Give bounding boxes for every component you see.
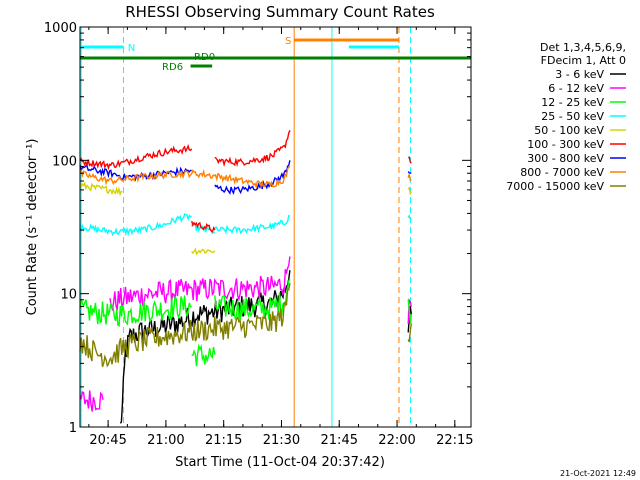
series-6-segment-2 xyxy=(191,220,216,233)
x-tick-label-2: 21:00 xyxy=(147,433,184,448)
legend-label-1: 3 - 6 keV xyxy=(555,68,604,81)
series-8-segment-2 xyxy=(407,174,412,182)
timestamp: 21-Oct-2021 12:49 xyxy=(560,469,636,478)
legend-label-5: 50 - 100 keV xyxy=(534,124,604,137)
series-9-segment-2 xyxy=(407,323,412,343)
series-3-segment-2 xyxy=(191,343,216,367)
series-3 xyxy=(79,278,412,367)
rd6-label: RD6 xyxy=(162,62,183,73)
series-5-segment-2 xyxy=(191,247,216,256)
chart-title: RHESSI Observing Summary Count Rates xyxy=(125,3,435,21)
legend-label-6: 100 - 300 keV xyxy=(527,138,604,151)
series-2-segment-3 xyxy=(407,297,412,324)
legend-header-line-2: FDecim 1, Att 0 xyxy=(541,54,626,67)
series-4 xyxy=(79,213,412,237)
series-6-segment-3 xyxy=(214,130,291,168)
rd0-label: RD0 xyxy=(194,52,215,63)
series-layer xyxy=(79,130,412,424)
legend-label-4: 25 - 50 keV xyxy=(541,110,604,123)
legend: Det 1,3,4,5,6,9, FDecim 1, Att 0 3 - 6 k… xyxy=(506,41,626,193)
series-9 xyxy=(79,282,412,368)
x-tick-label-6: 22:00 xyxy=(378,433,415,448)
night-label: N xyxy=(128,43,135,54)
series-6-segment-4 xyxy=(407,156,412,164)
series-5-segment-3 xyxy=(407,186,412,196)
series-3-segment-4 xyxy=(407,299,412,324)
x-tick-label-5: 21:45 xyxy=(321,433,358,448)
y-tick-label-3: 100 xyxy=(52,154,77,169)
series-8 xyxy=(79,165,412,190)
y-tick-label-2: 10 xyxy=(60,288,77,303)
series-7-segment-1 xyxy=(79,164,192,182)
x-tick-label-7: 22:15 xyxy=(436,433,473,448)
series-7-segment-3 xyxy=(407,171,412,174)
legend-label-8: 800 - 7000 keV xyxy=(520,166,604,179)
series-2-segment-1 xyxy=(79,390,104,412)
legend-header-line-1: Det 1,3,4,5,6,9, xyxy=(540,41,626,54)
series-3-segment-3 xyxy=(214,278,291,321)
series-9-segment-1 xyxy=(79,282,291,368)
series-5 xyxy=(79,181,412,256)
plot-frame xyxy=(79,26,472,428)
series-4-segment-3 xyxy=(214,214,291,235)
x-tick-label-1: 20:45 xyxy=(89,433,126,448)
series-5-segment-1 xyxy=(79,181,123,197)
legend-label-2: 6 - 12 keV xyxy=(548,82,604,95)
series-8-segment-1 xyxy=(79,165,291,190)
series-2-segment-2 xyxy=(109,256,291,312)
status-bars: N S RD0 RD6 xyxy=(80,27,471,427)
y-tick-label-4: 1000 xyxy=(44,21,77,36)
axis-ticks: 20:45 21:00 21:15 21:30 21:45 22:00 22:15 1 10 10… xyxy=(44,21,474,448)
x-tick-label-4: 21:30 xyxy=(263,433,300,448)
x-tick-label-3: 21:15 xyxy=(205,433,242,448)
legend-label-7: 300 - 800 keV xyxy=(527,152,604,165)
series-6-segment-1 xyxy=(79,143,193,171)
legend-label-9: 7000 - 15000 keV xyxy=(506,180,604,193)
legend-label-3: 12 - 25 keV xyxy=(541,96,604,109)
saa-label: S xyxy=(285,36,291,47)
series-3-segment-1 xyxy=(79,295,192,327)
series-4-segment-4 xyxy=(407,214,412,221)
y-axis-title: Count Rate (s⁻¹ detector⁻¹) xyxy=(25,139,40,316)
x-axis-title: Start Time (11-Oct-04 20:37:42) xyxy=(175,455,385,470)
series-4-segment-1 xyxy=(79,213,192,237)
y-tick-label-1: 1 xyxy=(69,421,77,436)
series-6 xyxy=(79,130,412,233)
